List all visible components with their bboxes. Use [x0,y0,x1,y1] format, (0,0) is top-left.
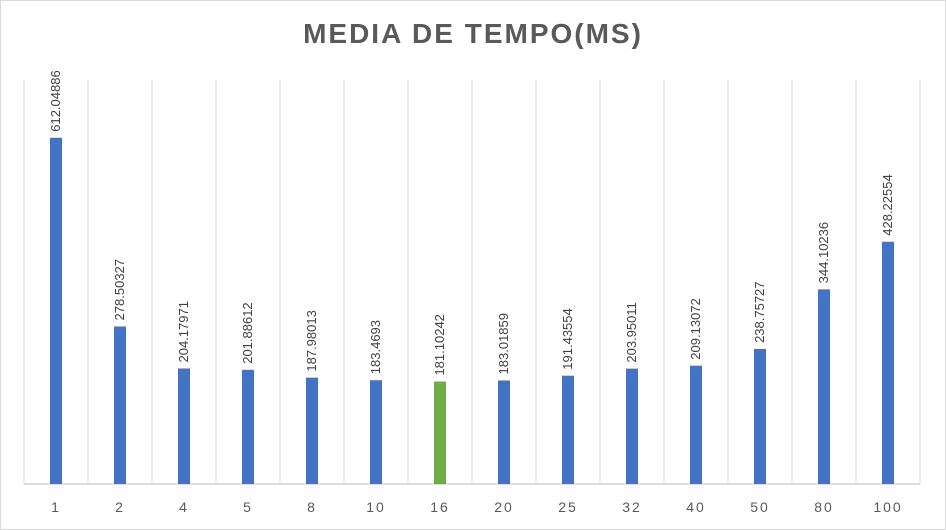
x-tick-label: 40 [686,499,706,515]
x-tick-label: 25 [558,499,578,515]
data-label: 238.75727 [752,281,767,342]
bar-20 [498,380,510,484]
bar-16 [434,381,446,484]
data-label: 203.95011 [624,302,639,363]
data-label: 278.50327 [112,259,127,320]
bar-4 [178,368,190,484]
grid-lines [23,80,921,485]
bar-2 [114,326,126,484]
x-tick-label: 50 [750,499,770,515]
data-labels: 612.04886 278.50327 204.17971 201.88612 187.… [48,70,895,375]
data-label: 191.43554 [560,308,575,369]
data-label: 428.22554 [880,174,895,235]
x-tick-label: 5 [243,499,253,515]
x-tick-label: 2 [115,499,125,515]
bar-1 [50,137,62,484]
data-label: 187.98013 [304,310,319,371]
x-tick-labels: 1 2 4 5 8 10 16 20 25 32 40 50 80 100 [51,499,902,515]
bar-50 [754,348,766,484]
bar-10 [370,380,382,484]
bars [50,137,894,484]
bar-80 [818,289,830,484]
data-label: 183.01859 [496,313,511,374]
x-tick-label: 80 [814,499,834,515]
data-label: 183.4693 [368,320,383,374]
data-label: 181.10242 [432,314,447,375]
data-label: 209.13072 [688,298,703,359]
data-label: 344.10236 [816,222,831,283]
data-label: 612.04886 [48,70,63,131]
x-tick-label: 16 [430,499,450,515]
data-label: 201.88612 [240,302,255,363]
x-tick-label: 4 [179,499,189,515]
bar-32 [626,368,638,484]
bar-40 [690,365,702,484]
x-tick-label: 20 [494,499,514,515]
bar-8 [306,377,318,484]
bar-100 [882,241,894,484]
bar-5 [242,369,254,484]
x-tick-label: 10 [366,499,386,515]
bar-25 [562,375,574,484]
x-tick-label: 8 [307,499,317,515]
x-tick-label: 1 [51,499,61,515]
x-tick-label: 32 [622,499,642,515]
data-label: 204.17971 [176,301,191,362]
x-tick-label: 100 [873,499,902,515]
chart-title: MEDIA DE TEMPO(MS) [303,18,643,49]
